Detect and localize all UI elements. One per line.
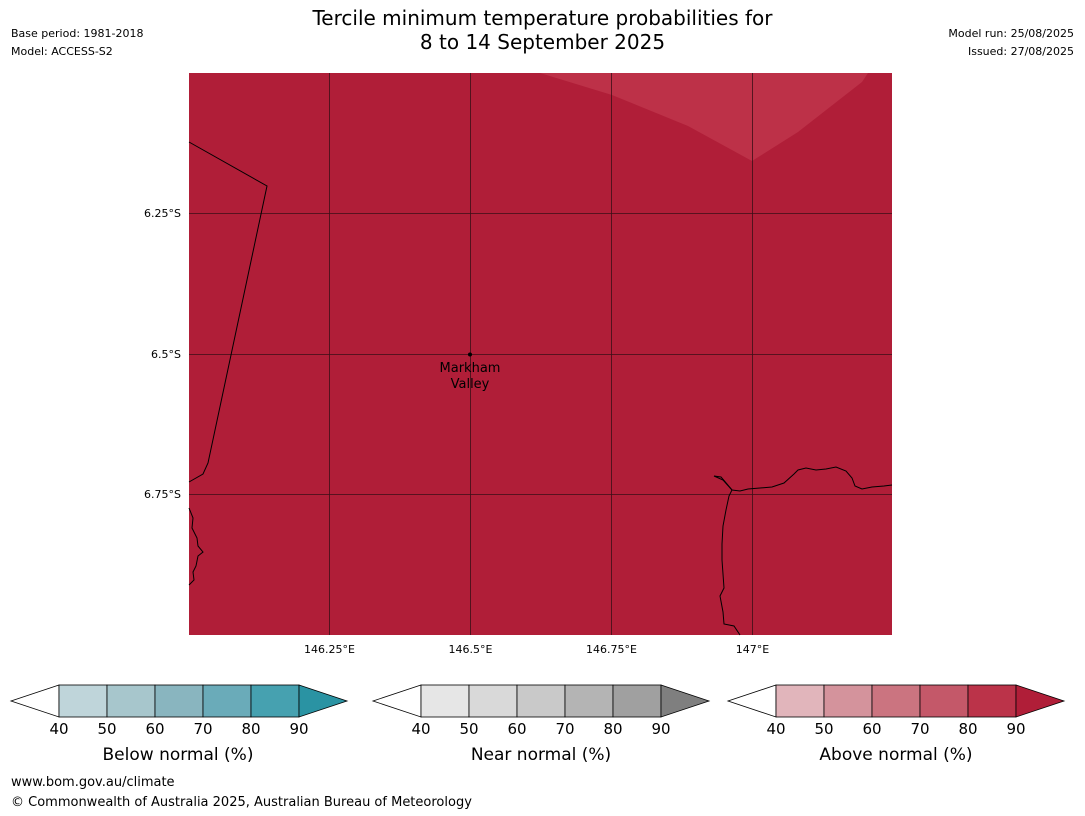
colorbar-tick-label: 70	[910, 720, 929, 738]
colorbar-segment	[516, 684, 566, 718]
place-name-line2: Valley	[451, 377, 490, 392]
lon-label: 147°E	[736, 643, 769, 656]
issued-text: Issued: 27/08/2025	[967, 45, 1074, 58]
colorbar-segment	[154, 684, 204, 718]
longitude-labels: 146.25°E 146.5°E 146.75°E 147°E	[304, 643, 769, 656]
colorbar-segment	[250, 684, 300, 718]
colorbar-tick-label: 90	[651, 720, 670, 738]
colorbar-lower-extension	[9, 684, 60, 718]
legend-label-above-normal: Above normal (%)	[819, 745, 973, 765]
colorbar-tick-label: 90	[1006, 720, 1025, 738]
colorbar-upper-extension	[660, 684, 711, 718]
colorbar-tick-label: 50	[459, 720, 478, 738]
colorbar-tick-label: 60	[145, 720, 164, 738]
colorbar-tick-label: 80	[603, 720, 622, 738]
colorbar-tick-label: 70	[193, 720, 212, 738]
model-run-text: Model run: 25/08/2025	[948, 27, 1074, 40]
base-period-text: Base period: 1981-2018	[11, 27, 144, 40]
title-line2: 8 to 14 September 2025	[419, 30, 666, 54]
colorbar-segment	[871, 684, 921, 718]
graticule	[189, 73, 892, 635]
colorbar-tick-label: 40	[766, 720, 785, 738]
east-coastline	[713, 466, 893, 492]
colorbar-tick-label: 40	[411, 720, 430, 738]
colorbar-segment	[58, 684, 108, 718]
legend-label-near-normal: Near normal (%)	[470, 745, 612, 765]
colorbar-near-normal: 40 50 60 70 80 90	[371, 684, 711, 738]
province-boundary-line	[188, 141, 268, 483]
colorbar-segment	[202, 684, 252, 718]
colorbar-below-normal: 40 50 60 70 80 90	[9, 684, 349, 738]
colorbar-legends: 40 50 60 70 80 90 40 50 60 70 80 90 40 50 60 70 80 90	[9, 684, 1066, 738]
colorbar-tick-label: 60	[862, 720, 881, 738]
map-fill	[189, 73, 892, 635]
run-info: Model run: 25/08/2025 Issued: 27/08/2025	[948, 25, 1074, 61]
lon-label: 146.5°E	[449, 643, 493, 656]
colorbar-tick-label: 80	[958, 720, 977, 738]
website-link[interactable]: www.bom.gov.au/climate	[11, 775, 175, 790]
lon-label: 146.75°E	[586, 643, 637, 656]
colorbar-segment	[919, 684, 969, 718]
colorbar-segment	[420, 684, 470, 718]
lat-label: 6.5°S	[151, 348, 181, 361]
model-info: Base period: 1981-2018 Model: ACCESS-S2	[11, 25, 143, 61]
colorbar-lower-extension	[726, 684, 777, 718]
colorbar-tick-label: 80	[241, 720, 260, 738]
colorbar-segment	[468, 684, 518, 718]
colorbar-above-normal: 40 50 60 70 80 90	[726, 684, 1066, 738]
colorbar-upper-extension	[1015, 684, 1066, 718]
colorbar-tick-label: 60	[507, 720, 526, 738]
legend-label-below-normal: Below normal (%)	[102, 745, 254, 765]
title-line1: Tercile minimum temperature probabilitie…	[312, 6, 773, 30]
lat-label: 6.25°S	[144, 207, 181, 220]
colorbar-upper-extension	[298, 684, 349, 718]
colorbar-segment	[106, 684, 156, 718]
lon-label: 146.25°E	[304, 643, 355, 656]
boundary-lines	[188, 141, 893, 636]
colorbar-lower-extension	[371, 684, 422, 718]
map-title: Tercile minimum temperature probabilitie…	[0, 6, 1085, 54]
model-text: Model: ACCESS-S2	[11, 45, 113, 58]
map-panel: Markham Valley	[188, 73, 893, 636]
colorbar-segment	[564, 684, 614, 718]
copyright-text: © Commonwealth of Australia 2025, Austra…	[11, 795, 472, 810]
colorbar-tick-label: 50	[97, 720, 116, 738]
colorbar-tick-label: 50	[814, 720, 833, 738]
lat-label: 6.75°S	[144, 488, 181, 501]
colorbar-segment	[612, 684, 662, 718]
colorbar-tick-label: 90	[289, 720, 308, 738]
colorbar-segment	[823, 684, 873, 718]
colorbar-tick-label: 40	[49, 720, 68, 738]
colorbar-segment	[967, 684, 1017, 718]
latitude-labels: 6.25°S 6.5°S 6.75°S	[144, 207, 181, 501]
probability-overlay	[540, 73, 868, 161]
west-coastline	[188, 507, 204, 586]
colorbar-segment	[775, 684, 825, 718]
colorbar-tick-label: 70	[555, 720, 574, 738]
place-name-line1: Markham	[440, 361, 501, 376]
place-marker	[468, 352, 472, 357]
